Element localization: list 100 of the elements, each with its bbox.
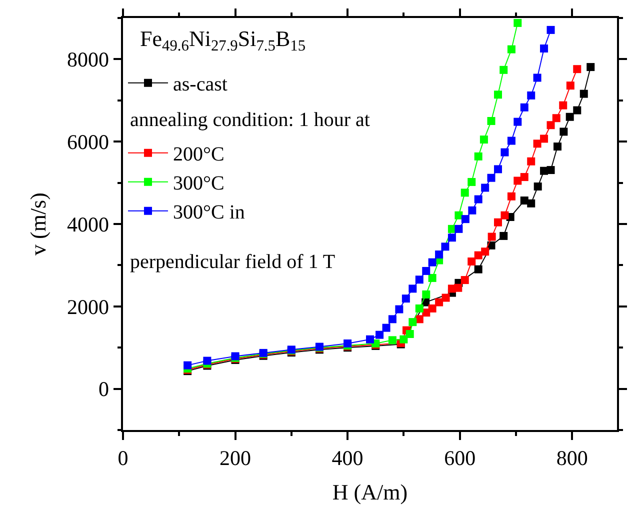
point — [494, 165, 502, 174]
y-axis-title: v (m/s) — [25, 192, 50, 256]
point — [540, 134, 548, 143]
point — [415, 304, 424, 312]
point — [376, 330, 384, 339]
x-tick-label: 200 — [220, 446, 252, 470]
point — [500, 66, 508, 74]
point — [546, 121, 555, 130]
point — [481, 248, 490, 256]
point — [428, 304, 436, 312]
point — [507, 136, 516, 145]
point — [402, 294, 410, 303]
point — [534, 182, 542, 191]
point — [454, 284, 462, 292]
point — [366, 335, 374, 344]
point — [560, 128, 568, 136]
legend-label: 300°C in — [173, 202, 245, 224]
point — [474, 152, 482, 160]
point — [454, 224, 463, 233]
point — [395, 305, 404, 314]
point — [566, 82, 574, 90]
point — [527, 199, 536, 208]
annotation: perpendicular field of 1 T — [130, 251, 336, 273]
y-tick-label: 2000 — [67, 294, 110, 319]
point — [552, 114, 560, 122]
point — [586, 63, 595, 72]
point — [461, 215, 470, 224]
point — [480, 136, 488, 144]
point — [454, 211, 463, 220]
point — [406, 330, 414, 338]
point — [422, 266, 430, 275]
y-tick-label: 4000 — [67, 212, 110, 236]
point — [428, 258, 436, 266]
point — [481, 184, 490, 192]
point — [546, 166, 555, 174]
point — [514, 176, 522, 185]
point — [514, 18, 522, 27]
point — [408, 284, 417, 293]
point — [559, 101, 568, 110]
point — [566, 112, 574, 121]
point — [408, 318, 417, 326]
x-tick-label: 0 — [118, 446, 128, 470]
x-axis-title: H (A/m) — [332, 479, 408, 504]
point — [184, 361, 192, 370]
point — [448, 234, 456, 242]
point — [520, 103, 528, 112]
point — [494, 90, 502, 99]
point — [487, 117, 496, 125]
point — [573, 106, 582, 114]
point — [468, 257, 476, 266]
point — [533, 74, 542, 82]
point — [442, 294, 450, 302]
point — [500, 211, 509, 220]
x-tick-label: 400 — [332, 446, 364, 470]
point — [422, 290, 430, 298]
point — [428, 274, 436, 282]
point — [468, 178, 476, 186]
point — [500, 148, 509, 156]
point — [400, 335, 408, 344]
annotation: annealing condition: 1 hour at — [130, 109, 370, 131]
point — [474, 251, 482, 260]
point — [554, 142, 562, 151]
point — [203, 356, 212, 365]
point — [415, 276, 424, 284]
point — [488, 232, 496, 241]
point — [435, 250, 444, 258]
point — [580, 90, 588, 98]
point — [500, 232, 508, 240]
legend-label: 200°C — [173, 144, 224, 166]
point — [573, 65, 582, 74]
annotation: Fe$_{49.6}$Ni$_{27.9}$Si$_{7.5}$B$_{15}$ — [140, 26, 306, 55]
point — [382, 324, 390, 332]
y-tick-label: 6000 — [67, 130, 110, 154]
point — [460, 188, 469, 197]
point — [533, 140, 542, 148]
point — [487, 174, 496, 182]
point — [514, 118, 522, 126]
point — [388, 315, 396, 324]
y-tick-label: 0 — [98, 377, 110, 402]
point — [540, 44, 548, 52]
point — [344, 339, 352, 348]
point — [527, 91, 536, 100]
point — [520, 173, 528, 182]
point — [546, 26, 555, 34]
point — [527, 157, 536, 166]
point — [507, 45, 516, 54]
point — [468, 206, 476, 214]
point — [507, 192, 516, 200]
point — [474, 265, 482, 274]
point — [441, 242, 450, 251]
legend-label: as-cast — [173, 74, 228, 96]
point — [435, 298, 444, 306]
x-tick-label: 600 — [444, 446, 476, 470]
x-tick-label: 800 — [556, 446, 588, 470]
y-tick-label: 8000 — [67, 48, 110, 72]
legend-label: 300°C — [173, 172, 224, 195]
point — [388, 336, 396, 344]
point — [494, 218, 502, 226]
point — [474, 195, 482, 204]
point — [460, 276, 469, 284]
